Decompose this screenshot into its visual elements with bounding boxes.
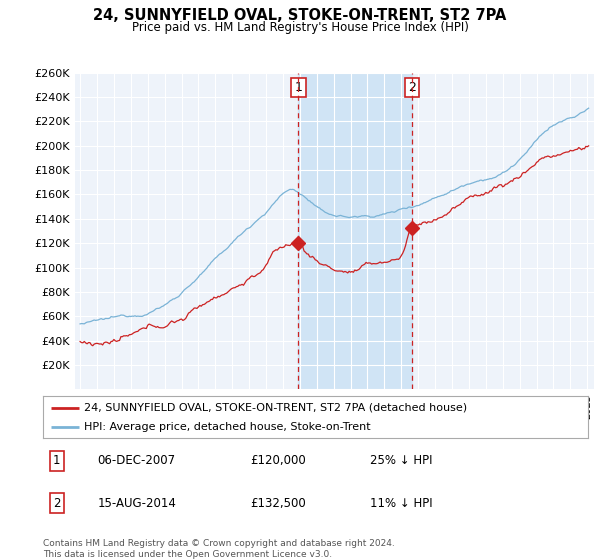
Text: 24, SUNNYFIELD OVAL, STOKE-ON-TRENT, ST2 7PA: 24, SUNNYFIELD OVAL, STOKE-ON-TRENT, ST2… bbox=[94, 8, 506, 24]
Text: 15-AUG-2014: 15-AUG-2014 bbox=[98, 497, 176, 510]
Text: 1: 1 bbox=[53, 454, 61, 467]
Text: Contains HM Land Registry data © Crown copyright and database right 2024.
This d: Contains HM Land Registry data © Crown c… bbox=[43, 539, 395, 559]
Text: 06-DEC-2007: 06-DEC-2007 bbox=[98, 454, 176, 467]
Text: Price paid vs. HM Land Registry's House Price Index (HPI): Price paid vs. HM Land Registry's House … bbox=[131, 21, 469, 34]
Text: 25% ↓ HPI: 25% ↓ HPI bbox=[370, 454, 433, 467]
Text: £132,500: £132,500 bbox=[250, 497, 306, 510]
Text: 2: 2 bbox=[408, 81, 416, 94]
Text: HPI: Average price, detached house, Stoke-on-Trent: HPI: Average price, detached house, Stok… bbox=[84, 422, 371, 432]
Text: 2: 2 bbox=[53, 497, 61, 510]
Bar bbox=[298, 73, 412, 389]
Text: 11% ↓ HPI: 11% ↓ HPI bbox=[370, 497, 433, 510]
Text: £120,000: £120,000 bbox=[250, 454, 306, 467]
Text: 24, SUNNYFIELD OVAL, STOKE-ON-TRENT, ST2 7PA (detached house): 24, SUNNYFIELD OVAL, STOKE-ON-TRENT, ST2… bbox=[84, 403, 467, 413]
Text: 1: 1 bbox=[295, 81, 302, 94]
